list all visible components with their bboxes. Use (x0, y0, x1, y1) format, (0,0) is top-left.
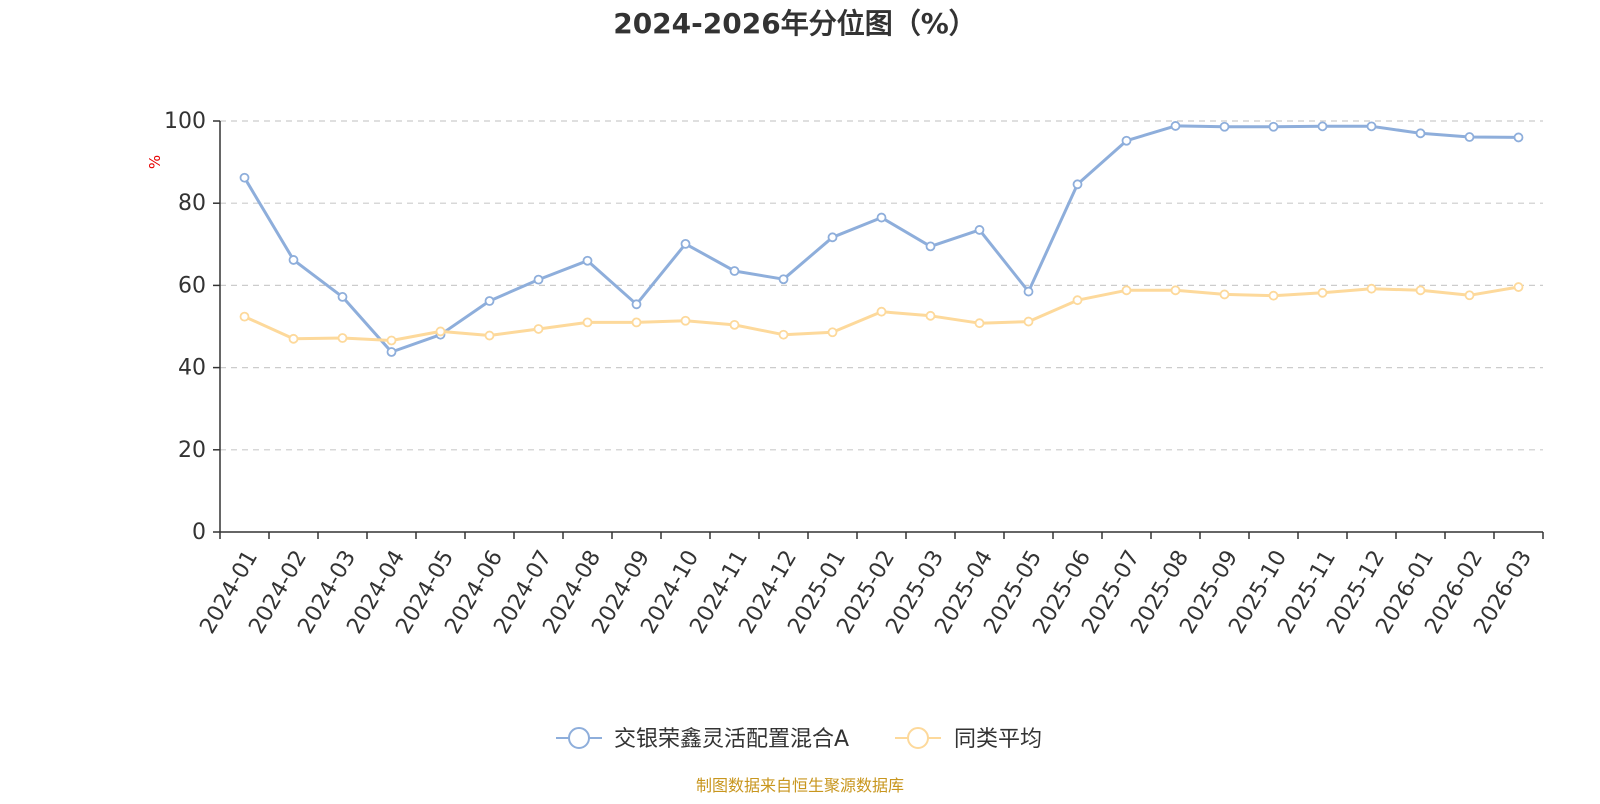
legend: 交银荣鑫灵活配置混合A 同类平均 (556, 727, 1042, 752)
data-point[interactable] (778, 274, 789, 285)
data-point[interactable] (1170, 121, 1181, 131)
y-axis-unit-label: % (146, 155, 164, 169)
series-0 (239, 121, 1524, 357)
data-point[interactable] (1219, 121, 1230, 132)
y-tick-label: 60 (178, 273, 206, 298)
data-point[interactable] (337, 333, 348, 343)
data-point[interactable] (778, 329, 789, 340)
data-point[interactable] (582, 317, 593, 328)
data-point[interactable] (827, 232, 838, 243)
series-lines (239, 121, 1524, 357)
data-point[interactable] (1513, 132, 1524, 143)
data-point[interactable] (1513, 282, 1524, 292)
data-point[interactable] (386, 347, 397, 357)
data-point[interactable] (1023, 286, 1034, 297)
data-point[interactable] (484, 296, 495, 306)
data-point[interactable] (1121, 135, 1132, 146)
y-tick-label: 100 (164, 109, 206, 134)
data-point[interactable] (1415, 285, 1426, 296)
legend-swatch-marker (907, 727, 929, 749)
data-point[interactable] (1268, 121, 1279, 132)
series-1 (239, 282, 1524, 346)
data-point[interactable] (1317, 287, 1328, 298)
data-point[interactable] (974, 225, 985, 235)
data-point[interactable] (925, 310, 936, 321)
data-point[interactable] (1366, 121, 1377, 132)
data-point[interactable] (680, 238, 691, 249)
data-point[interactable] (288, 255, 299, 265)
data-point[interactable] (876, 306, 887, 317)
data-point[interactable] (582, 255, 593, 266)
data-point[interactable] (925, 241, 936, 252)
data-point[interactable] (729, 319, 740, 330)
data-point[interactable] (484, 330, 495, 341)
data-point[interactable] (1464, 132, 1475, 142)
data-point[interactable] (974, 318, 985, 329)
data-point[interactable] (533, 324, 544, 334)
grid-lines (220, 120, 1543, 451)
data-point[interactable] (1072, 295, 1083, 306)
data-point[interactable] (1121, 285, 1132, 296)
data-point[interactable] (1268, 290, 1279, 301)
data-point[interactable] (631, 299, 642, 310)
series-line (243, 124, 1520, 354)
legend-item-fund[interactable]: 交银荣鑫灵活配置混合A (556, 727, 849, 752)
data-point[interactable] (239, 172, 250, 183)
data-point[interactable] (631, 317, 642, 328)
legend-label-fund: 交银荣鑫灵活配置混合A (614, 727, 849, 752)
data-point[interactable] (1366, 283, 1377, 294)
data-source-note: 制图数据来自恒生聚源数据库 (696, 776, 904, 795)
legend-item-average[interactable]: 同类平均 (895, 727, 1042, 752)
axes: 0204060801002024-012024-022024-032024-04… (164, 109, 1544, 638)
data-point[interactable] (1072, 179, 1083, 190)
data-point[interactable] (827, 327, 838, 338)
y-tick-label: 0 (192, 520, 206, 545)
data-point[interactable] (239, 311, 250, 322)
data-point[interactable] (729, 266, 740, 276)
chart-title: 2024-2026年分位图（%） (613, 7, 977, 40)
y-tick-label: 40 (178, 356, 206, 381)
data-point[interactable] (680, 315, 691, 326)
legend-label-average: 同类平均 (954, 727, 1042, 752)
data-point[interactable] (1219, 289, 1230, 300)
data-point[interactable] (1415, 128, 1426, 139)
data-point[interactable] (876, 212, 887, 223)
y-tick-label: 20 (178, 438, 206, 463)
data-point[interactable] (1023, 316, 1034, 327)
data-point[interactable] (1170, 285, 1181, 296)
legend-swatch-marker (568, 727, 590, 749)
data-point[interactable] (1464, 290, 1475, 301)
data-point[interactable] (386, 335, 397, 346)
data-point[interactable] (288, 333, 299, 344)
data-point[interactable] (1317, 121, 1328, 132)
data-point[interactable] (435, 326, 446, 337)
data-point[interactable] (533, 274, 544, 285)
y-tick-label: 80 (178, 191, 206, 216)
data-point[interactable] (337, 292, 348, 302)
